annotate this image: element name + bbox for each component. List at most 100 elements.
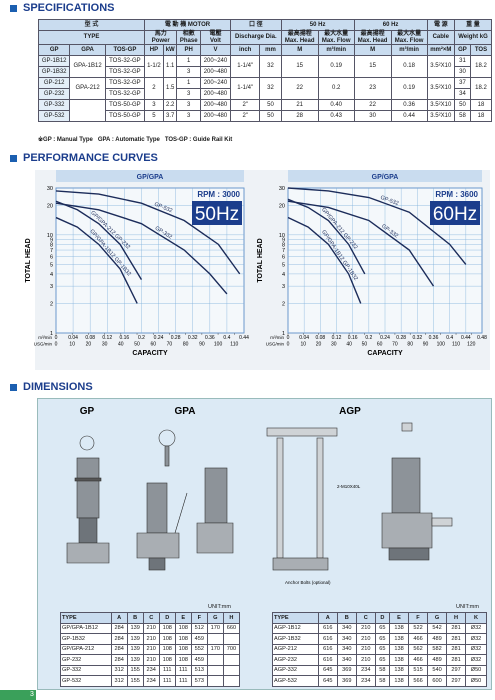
header-text: Volt bbox=[210, 37, 221, 44]
spec-cell: 18.2 bbox=[469, 77, 493, 100]
spec-cell: TOS-32-GP bbox=[104, 55, 145, 67]
spec-cell: GP-1B32 bbox=[37, 66, 71, 78]
x2-tick-label: 40 bbox=[118, 342, 124, 348]
y-tick-label: 9 bbox=[50, 237, 53, 243]
y-tick-label: 2 bbox=[50, 301, 53, 307]
table-cell: 138 bbox=[389, 664, 410, 676]
freq-label: 50Hz bbox=[195, 204, 239, 225]
spec-cell: TOS-32-GP bbox=[104, 66, 145, 78]
table-cell: GP-1B32 bbox=[60, 633, 112, 645]
table-row: GP-332 312 155 234 111 111 513 bbox=[60, 664, 241, 676]
spec-cell: 200~240 bbox=[199, 55, 232, 67]
spec-cell: 0.40 bbox=[317, 99, 355, 111]
table-cell-blank bbox=[222, 654, 241, 666]
table-cell: 340 bbox=[336, 633, 357, 645]
header-cell: A bbox=[110, 612, 128, 624]
drawings bbox=[66, 422, 453, 571]
table-cell: 700 bbox=[222, 643, 241, 655]
y-tick-label: 4 bbox=[50, 272, 53, 278]
curve bbox=[287, 216, 362, 304]
table-cell: 600 bbox=[427, 675, 448, 687]
table-cell: 281 bbox=[446, 633, 467, 645]
x2-tick-label: 80 bbox=[183, 342, 189, 348]
chart-header bbox=[56, 170, 244, 182]
x2-tick-label: 30 bbox=[331, 342, 337, 348]
table-cell: 512 bbox=[190, 622, 208, 634]
table-row: AGP-1B12 616 340 210 65 138 522 542 281 Ø32 bbox=[272, 622, 487, 634]
unit-cell: HP bbox=[143, 44, 164, 56]
table-cell: 466 bbox=[408, 654, 429, 666]
table-cell: 369 bbox=[336, 664, 357, 676]
spec-cell: 1-1/2 bbox=[143, 55, 164, 78]
unit-cell: kW bbox=[162, 44, 178, 56]
unit-cell: GP bbox=[37, 44, 71, 56]
header-text: 相數 bbox=[182, 31, 195, 37]
spec-cell: 0.36 bbox=[390, 99, 428, 111]
y-tick-label: 9 bbox=[282, 237, 285, 243]
spec-cell: 18 bbox=[469, 110, 493, 122]
spec-table: 型 式 電 動 機 MOTOR 口 徑 50 Hz 60 Hz 電 源 重 量 … bbox=[37, 19, 493, 122]
spec-cell: GPA-1B12 bbox=[69, 55, 106, 78]
x-tick-label: 0.48 bbox=[477, 335, 487, 341]
spec-cell: 2" bbox=[230, 110, 261, 122]
x-tick-label: 0.32 bbox=[188, 335, 198, 341]
table-cell: Ø32 bbox=[465, 654, 487, 666]
spec-cell: GP-232 bbox=[37, 88, 71, 100]
y-tick-label: 3 bbox=[282, 284, 285, 290]
spec-cell: 15 bbox=[280, 55, 319, 78]
dimension-table: TYPE A B C D E F G H GP/GPA-1B12 284 139 210 108 108 51… bbox=[60, 612, 241, 687]
x-unit: m³/min bbox=[38, 335, 52, 340]
x2-tick-label: 50 bbox=[362, 342, 368, 348]
section-heading: DIMENSIONS bbox=[10, 381, 93, 393]
spec-cell: 30 bbox=[453, 66, 471, 78]
x2-tick-label: 20 bbox=[316, 342, 322, 348]
x2-tick-label: 60 bbox=[377, 342, 383, 348]
y-tick-label: 30 bbox=[47, 186, 53, 192]
header-cell: H bbox=[222, 612, 241, 624]
table-cell: Ø32 bbox=[465, 643, 487, 655]
header-cell: B bbox=[336, 612, 357, 624]
x-tick-label: 0 bbox=[287, 335, 290, 341]
table-cell: 138 bbox=[389, 675, 410, 687]
header-cell: 電 動 機 MOTOR bbox=[143, 19, 232, 31]
spec-cell: 3.5²X10 bbox=[426, 77, 455, 100]
spec-cell: 3.5²X10 bbox=[426, 110, 455, 122]
spec-cell: 58 bbox=[453, 110, 471, 122]
header-cell: E bbox=[389, 612, 410, 624]
header-cell: 最高揚程 Max. Head bbox=[280, 30, 319, 45]
unit-cell: TOS-GP bbox=[104, 44, 145, 56]
header-cell: 最大水量 Max. Flow bbox=[317, 30, 355, 45]
x-tick-label: 0.4 bbox=[223, 335, 230, 341]
spec-cell: TOS-32-GP bbox=[104, 88, 145, 100]
y-tick-label: 1 bbox=[282, 331, 285, 337]
header-cell: 電 源 bbox=[426, 19, 455, 31]
table-cell: 489 bbox=[427, 654, 448, 666]
spec-cell: 2" bbox=[230, 99, 261, 111]
table-cell: 111 bbox=[158, 664, 176, 676]
y-axis-label: TOTAL HEAD bbox=[257, 238, 264, 282]
table-cell: 542 bbox=[427, 622, 448, 634]
table-cell: 138 bbox=[389, 622, 410, 634]
header-cell: B bbox=[126, 612, 144, 624]
y-tick-label: 8 bbox=[50, 242, 53, 248]
spec-cell: 3.5²X10 bbox=[426, 99, 455, 111]
table-cell: 312 bbox=[110, 675, 128, 687]
header-cell: 相數 Phase bbox=[176, 30, 201, 45]
y-tick-label: 20 bbox=[279, 203, 285, 209]
table-cell: 65 bbox=[374, 633, 391, 645]
table-row: GP-232 284 139 210 108 108 459 bbox=[60, 654, 241, 666]
table-cell-blank bbox=[222, 633, 241, 645]
table-cell: 566 bbox=[408, 675, 429, 687]
table-row: AGP-232 616 340 210 65 138 466 489 281 Ø32 bbox=[272, 654, 487, 666]
table-cell: 552 bbox=[190, 643, 208, 655]
table-cell: AGP-212 bbox=[272, 643, 319, 655]
spec-cell: 5 bbox=[143, 110, 164, 122]
unit-label: UNIT:mm bbox=[208, 604, 231, 610]
table-cell: GP-232 bbox=[60, 654, 112, 666]
x2-tick-label: 20 bbox=[86, 342, 92, 348]
spec-cell: 200~480 bbox=[199, 110, 232, 122]
table-cell: 139 bbox=[126, 654, 144, 666]
